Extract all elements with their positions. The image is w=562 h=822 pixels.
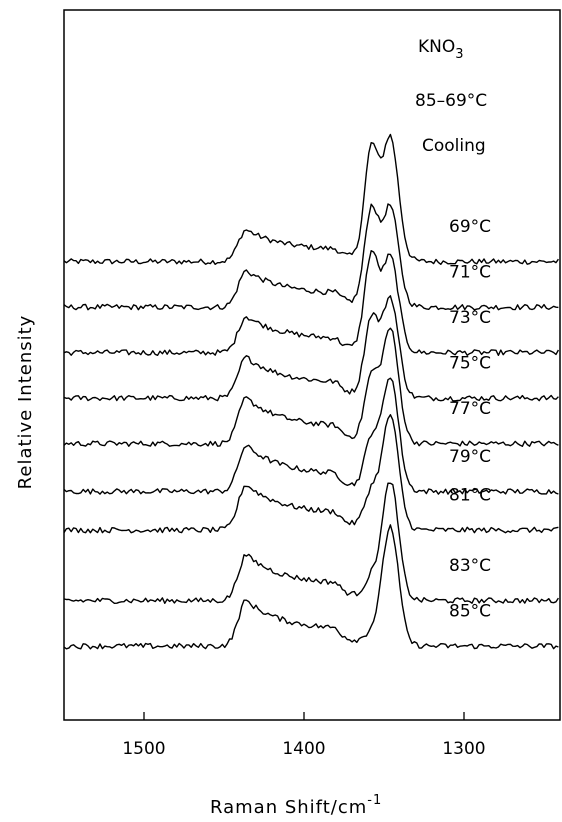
spectrum-trace — [63, 133, 559, 265]
temperature-label: 69°C — [449, 217, 491, 237]
temperature-label: 73°C — [449, 308, 491, 328]
temperature-label: 83°C — [449, 556, 491, 576]
compound-annotation: KNO3 — [418, 37, 464, 62]
plot-frame — [63, 9, 561, 721]
temperature-label: 75°C — [449, 354, 491, 374]
spectrum-trace — [63, 295, 559, 402]
spectra-traces — [63, 133, 560, 650]
y-axis-title: Relative Intensity — [15, 315, 36, 490]
cooling-annotation: Cooling — [422, 136, 486, 156]
spectrum-trace — [63, 327, 559, 447]
spectrum-trace — [63, 377, 559, 495]
spectrum-trace — [63, 414, 559, 534]
temperature-labels: 69°C 71°C 73°C 75°C 77°C 79°C 81°C 83°C 85°C — [449, 217, 491, 622]
x-axis-title: Raman Shift/cm-1 — [210, 793, 382, 818]
spectrum-trace — [63, 250, 560, 356]
spectrum-trace — [63, 203, 559, 311]
spectrum-trace — [63, 524, 559, 650]
x-ticks: 1500 1400 1300 — [122, 712, 486, 759]
temperature-label: 71°C — [449, 263, 491, 283]
x-tick-label: 1300 — [442, 739, 485, 759]
spectrum-trace — [63, 482, 559, 604]
x-tick-label: 1500 — [122, 739, 165, 759]
temperature-label: 85°C — [449, 602, 491, 622]
temperature-label: 77°C — [449, 399, 491, 419]
temperature-range-annotation: 85–69°C — [415, 91, 487, 111]
temperature-label: 81°C — [449, 486, 491, 506]
x-tick-label: 1400 — [282, 739, 325, 759]
temperature-label: 79°C — [449, 447, 491, 467]
